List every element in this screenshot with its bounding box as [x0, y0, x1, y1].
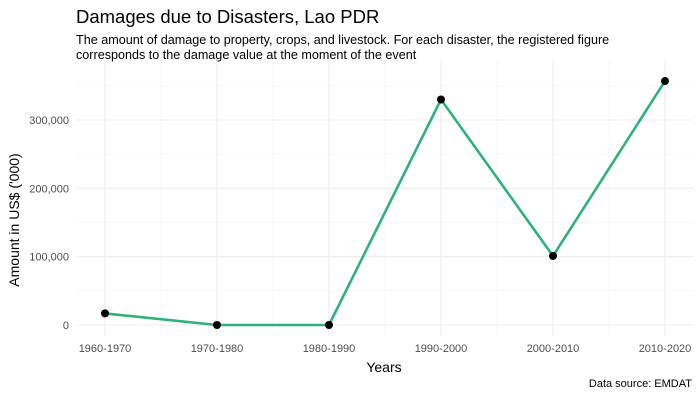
chart-subtitle: The amount of damage to property, crops,… — [76, 33, 610, 62]
y-tick-label: 300,000 — [29, 115, 69, 127]
y-axis-title: Amount in US$ ('000) — [6, 153, 22, 286]
series-line — [104, 80, 667, 327]
chart-title: Damages due to Disasters, Lao PDR — [76, 6, 380, 27]
data-point — [213, 321, 221, 329]
x-tick-label: 2010-2020 — [639, 343, 692, 355]
x-tick-label: 1970-1980 — [191, 343, 244, 355]
data-point — [549, 251, 557, 260]
x-tick-label: 1980-1990 — [303, 343, 356, 355]
y-tick-label: 0 — [63, 320, 69, 332]
x-tick-label: 1990-2000 — [415, 343, 468, 355]
x-axis-title: Years — [366, 359, 401, 375]
x-tick-label: 2000-2010 — [527, 343, 580, 355]
y-tick-label: 200,000 — [29, 183, 69, 195]
data-point — [101, 309, 109, 318]
x-tick-labels: 1960-1970 1970-1980 1980-1990 1990-2000 2000… — [79, 343, 692, 355]
data-points — [101, 77, 669, 329]
data-point — [661, 77, 669, 86]
x-tick-label: 1960-1970 — [79, 343, 132, 355]
data-point — [325, 321, 333, 329]
chart-caption: Data source: EMDAT — [588, 378, 692, 390]
grid-lines — [76, 60, 694, 336]
y-tick-labels: 0 100,000 200,000 300,000 — [29, 115, 69, 332]
y-tick-label: 100,000 — [29, 252, 69, 264]
data-point — [437, 95, 445, 104]
